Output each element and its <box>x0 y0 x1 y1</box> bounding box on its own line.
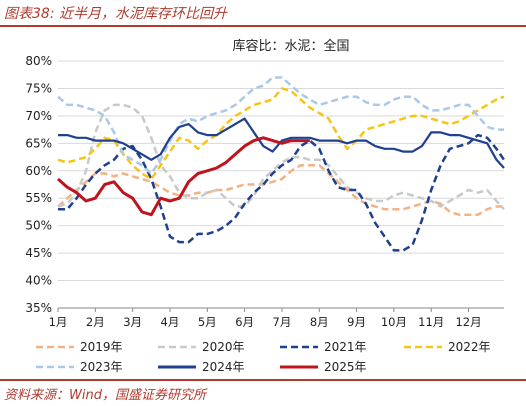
x-tick-label: 5月 <box>198 315 217 329</box>
y-tick-label: 70% <box>25 109 52 123</box>
x-tick-label: 3月 <box>123 315 142 329</box>
x-tick-label: 9月 <box>347 315 366 329</box>
y-tick-label: 60% <box>25 164 52 178</box>
x-tick-label: 12月 <box>455 315 481 329</box>
legend-label: 2024年 <box>202 360 245 374</box>
y-tick-label: 65% <box>25 136 52 150</box>
figure-caption: 图表38: 近半月，水泥库存环比回升 <box>4 6 227 22</box>
series-line <box>57 76 504 175</box>
x-tick-label: 4月 <box>161 315 180 329</box>
series-line <box>58 133 506 252</box>
header-divider <box>0 25 526 27</box>
figure-header: 图表38: 近半月，水泥库存环比回升 <box>0 0 526 26</box>
legend-label: 2023年 <box>80 360 123 374</box>
series-line <box>57 164 504 216</box>
legend-label: 2019年 <box>80 340 123 354</box>
footer-divider <box>0 379 526 381</box>
y-tick-label: 75% <box>25 81 52 95</box>
y-tick-label: 55% <box>25 191 52 205</box>
legend-label: 2020年 <box>202 340 245 354</box>
series-line <box>58 117 505 169</box>
chart-title: 库容比：水泥：全国 <box>232 38 349 54</box>
source-note: 资料来源：Wind，国盛证券研究所 <box>4 388 206 403</box>
x-tick-label: 11月 <box>418 315 444 329</box>
legend-label: 2025年 <box>324 360 367 374</box>
y-tick-label: 40% <box>25 274 52 288</box>
x-tick-label: 2月 <box>86 315 105 329</box>
line-chart: 库容比：水泥：全国 35% 40% 45% 50% 55% 60% 65% 70% 75% 80% 1… <box>25 38 506 374</box>
series-line <box>57 136 310 217</box>
series-line <box>57 87 505 181</box>
legend-label: 2021年 <box>324 340 367 354</box>
y-tick-label: 35% <box>25 301 52 315</box>
y-tick-label: 45% <box>25 246 52 260</box>
y-tick-label: 50% <box>25 219 52 233</box>
x-tick-label: 6月 <box>235 315 254 329</box>
x-tick-label: 10月 <box>381 315 407 329</box>
y-tick-label: 80% <box>25 54 52 68</box>
legend-label: 2022年 <box>448 340 491 354</box>
x-tick-label: 8月 <box>310 315 329 329</box>
series-line <box>57 103 505 211</box>
x-tick-label: 7月 <box>273 315 292 329</box>
x-tick-label: 1月 <box>49 315 68 329</box>
